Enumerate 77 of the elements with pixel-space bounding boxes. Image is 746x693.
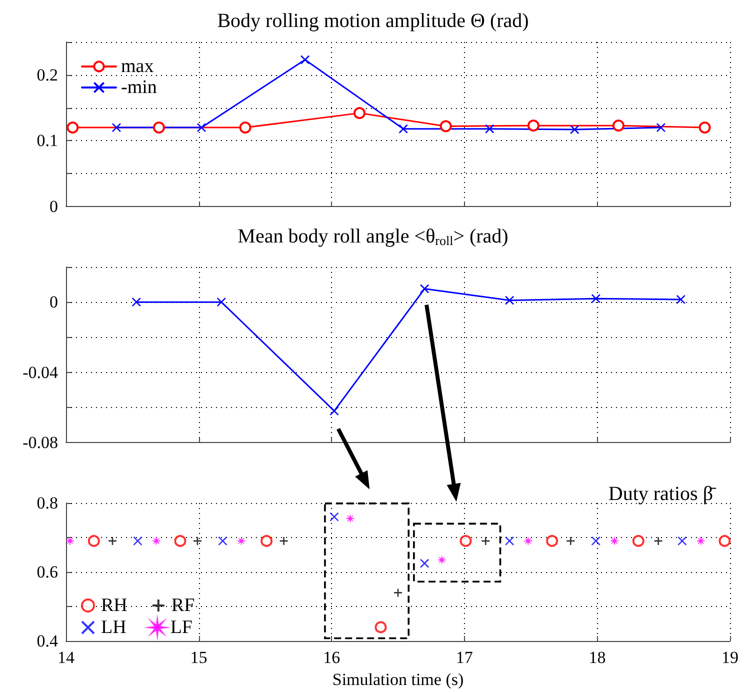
- legend-label: RH: [101, 595, 128, 616]
- y-tick-label: 0.8: [36, 494, 58, 512]
- point: [66, 122, 79, 134]
- point: [546, 534, 558, 547]
- point: [88, 534, 100, 547]
- point: [654, 536, 663, 546]
- y-tick-label: -0.08: [22, 433, 58, 452]
- point: [239, 122, 252, 134]
- point: [504, 296, 514, 305]
- point: [66, 536, 74, 546]
- x-tick-label: 16: [323, 648, 340, 667]
- point: [152, 536, 161, 546]
- point: [527, 120, 540, 132]
- point: [656, 122, 666, 132]
- y-tick-label: 0.6: [36, 562, 58, 582]
- x-axis-title: Simulation time (s): [332, 670, 464, 689]
- point: [632, 534, 644, 547]
- x-tick-label: 17: [456, 648, 474, 667]
- legend-label: max: [121, 56, 154, 77]
- point: [192, 536, 202, 546]
- point: [566, 536, 576, 546]
- point: [300, 55, 310, 64]
- point: [460, 534, 472, 547]
- chart-title: Mean body roll angle <θroll> (rad): [238, 226, 508, 248]
- y-tick-label: 0.1: [36, 131, 58, 150]
- x-tick-label: 15: [190, 648, 208, 667]
- point: [484, 124, 494, 134]
- chart-title: Body rolling motion amplitude Θ (rad): [217, 10, 529, 32]
- point: [678, 536, 687, 546]
- point: [610, 536, 619, 546]
- x-tick-label: 14: [58, 648, 75, 667]
- point: [196, 122, 206, 132]
- point: [132, 297, 142, 307]
- point: [438, 556, 446, 564]
- point: [676, 294, 686, 304]
- y-tick-label: 0.4: [36, 632, 58, 650]
- point: [237, 536, 246, 546]
- y-tick-label: -0.04: [22, 362, 58, 382]
- point: [393, 588, 403, 598]
- point: [420, 284, 430, 294]
- y-tick-label: 0.2: [36, 65, 58, 84]
- point: [696, 536, 706, 546]
- point: [612, 120, 624, 132]
- point: [698, 122, 711, 134]
- y-tick-label: 0: [50, 292, 58, 312]
- point: [374, 621, 387, 634]
- point: [718, 534, 731, 547]
- point: [216, 297, 226, 307]
- point: [481, 536, 490, 546]
- point: [260, 534, 273, 547]
- point: [591, 536, 601, 546]
- x-tick-label: 18: [588, 648, 606, 667]
- point: [174, 534, 186, 547]
- y-tick-label: 0: [50, 197, 58, 216]
- point: [570, 124, 580, 134]
- point: [133, 536, 142, 546]
- point: [330, 512, 339, 522]
- point: [440, 120, 452, 132]
- point: [152, 122, 165, 134]
- point: [420, 558, 430, 568]
- point: [591, 294, 601, 304]
- legend-label: -min: [121, 77, 158, 98]
- point: [398, 124, 408, 134]
- point: [218, 536, 228, 546]
- legend-label: LH: [101, 617, 127, 638]
- legend-label: LF: [170, 617, 193, 638]
- point: [524, 536, 532, 546]
- point: [346, 514, 354, 523]
- point: [112, 122, 122, 132]
- x-tick-label: 19: [722, 648, 738, 667]
- chart-title: Duty ratios β̄: [608, 483, 717, 505]
- point: [279, 536, 288, 546]
- point: [330, 406, 339, 416]
- point: [354, 107, 366, 120]
- point: [108, 536, 118, 546]
- point: [504, 536, 514, 546]
- legend-label: RF: [171, 595, 195, 616]
